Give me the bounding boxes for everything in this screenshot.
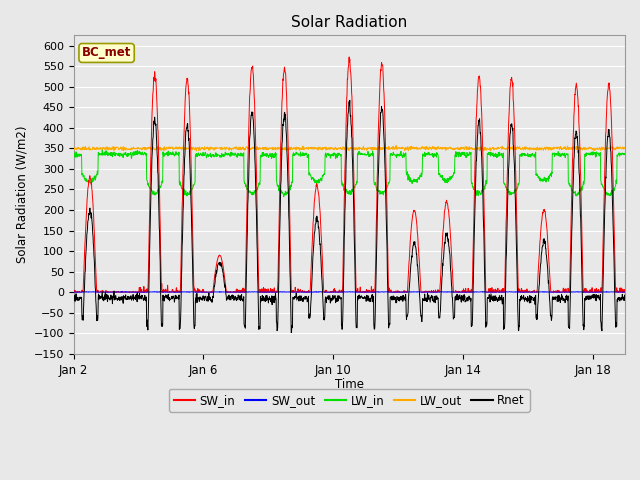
Legend: SW_in, SW_out, LW_in, LW_out, Rnet: SW_in, SW_out, LW_in, LW_out, Rnet (169, 389, 530, 411)
X-axis label: Time: Time (335, 378, 364, 391)
Y-axis label: Solar Radiation (W/m2): Solar Radiation (W/m2) (15, 126, 28, 264)
Title: Solar Radiation: Solar Radiation (291, 15, 408, 30)
Text: BC_met: BC_met (82, 47, 131, 60)
